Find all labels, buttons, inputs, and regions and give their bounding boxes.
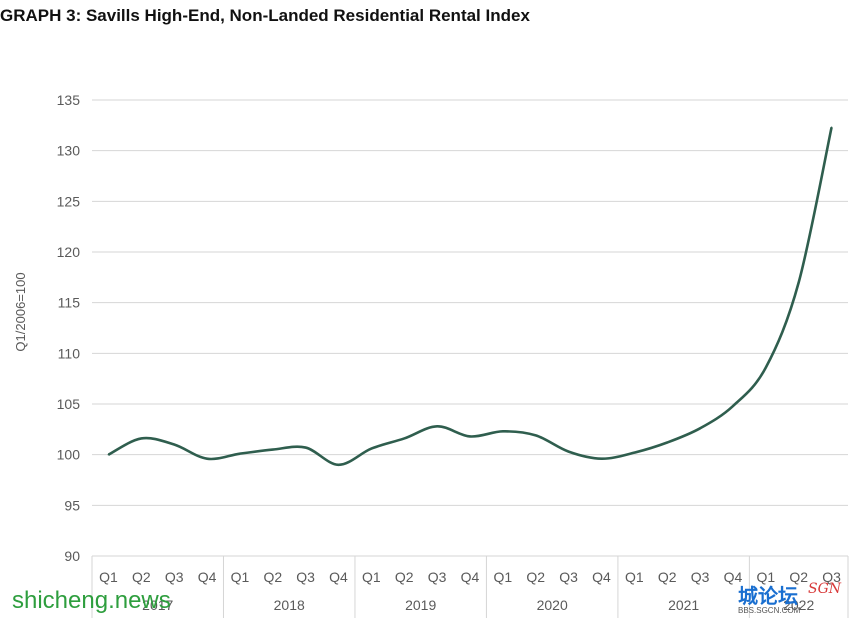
y-axis-tick-labels: 90 95 100 105 110 115 120 125 130 135 bbox=[57, 92, 81, 564]
y-tick-label: 90 bbox=[64, 548, 80, 564]
data-point bbox=[173, 443, 175, 446]
x-tick-label: Q2 bbox=[132, 569, 151, 585]
watermark-brand: 城论坛 bbox=[738, 584, 798, 608]
data-point bbox=[304, 446, 307, 449]
watermark-url: BBS.SGCN.COM bbox=[738, 606, 801, 615]
x-tick-label: Q1 bbox=[231, 569, 250, 585]
y-tick-label: 110 bbox=[58, 345, 81, 361]
x-tick-label: Q4 bbox=[724, 569, 743, 585]
watermark-left: shicheng.news bbox=[12, 587, 171, 614]
data-point bbox=[765, 366, 767, 369]
y-tick-label: 100 bbox=[57, 447, 81, 463]
x-tick-label: Q2 bbox=[395, 569, 414, 585]
data-point bbox=[797, 281, 800, 284]
data-point bbox=[699, 427, 701, 430]
data-point bbox=[732, 405, 734, 407]
series-group bbox=[107, 126, 833, 467]
data-point bbox=[830, 126, 833, 129]
data-point bbox=[206, 457, 208, 460]
data-point bbox=[271, 448, 274, 451]
y-axis-label: Q1/2006=100 bbox=[13, 272, 28, 351]
data-point bbox=[370, 447, 373, 450]
year-label: 2017 bbox=[142, 597, 173, 613]
x-tick-label: Q4 bbox=[592, 569, 611, 585]
watermarks: shicheng.news 城论坛 BBS.SGCN.COM SGN bbox=[12, 581, 842, 615]
x-tick-label: Q3 bbox=[165, 569, 184, 585]
x-tick-label: Q2 bbox=[789, 569, 808, 585]
year-label: 2019 bbox=[405, 597, 436, 613]
y-tick-label: 95 bbox=[64, 497, 80, 513]
y-tick-label: 135 bbox=[57, 92, 81, 108]
data-point bbox=[436, 425, 438, 428]
year-label: 2021 bbox=[668, 597, 699, 613]
gridlines bbox=[92, 99, 848, 557]
x-tick-label: Q1 bbox=[494, 569, 513, 585]
x-tick-label: Q3 bbox=[822, 569, 841, 585]
y-tick-label: 120 bbox=[57, 244, 81, 260]
year-label: 2022 bbox=[783, 597, 814, 613]
x-tick-label: Q3 bbox=[428, 569, 447, 585]
x-tick-label: Q3 bbox=[559, 569, 578, 585]
data-point bbox=[633, 451, 636, 454]
x-tick-label: Q3 bbox=[296, 569, 315, 585]
data-point bbox=[403, 437, 406, 440]
x-tick-label: Q2 bbox=[263, 569, 282, 585]
x-tick-label: Q1 bbox=[756, 569, 775, 585]
x-tick-label: Q4 bbox=[329, 569, 348, 585]
year-label: 2018 bbox=[274, 597, 305, 613]
data-point bbox=[107, 453, 110, 456]
x-axis: Q1 Q2 Q3 Q4 Q1 Q2 Q3 Q4 Q1 Q2 Q3 Q4 Q1 Q2 Q3 Q4 Q1 Q2 Q3 Q4… bbox=[91, 555, 849, 618]
y-tick-label: 130 bbox=[57, 143, 81, 159]
x-tick-label: Q4 bbox=[198, 569, 217, 585]
data-point bbox=[469, 435, 471, 438]
chart-title: GRAPH 3: Savills High-End, Non-Landed Re… bbox=[0, 6, 530, 25]
data-point bbox=[567, 450, 570, 453]
data-point bbox=[239, 452, 241, 455]
x-tick-label: Q1 bbox=[99, 569, 118, 585]
x-tick-label: Q3 bbox=[691, 569, 710, 585]
y-tick-label: 105 bbox=[57, 396, 81, 412]
watermark-tag: SGN bbox=[808, 581, 842, 597]
data-point bbox=[534, 434, 537, 437]
data-point bbox=[337, 464, 340, 466]
data-point bbox=[140, 437, 143, 440]
x-tick-label: Q1 bbox=[625, 569, 644, 585]
x-tick-label: Q2 bbox=[658, 569, 677, 585]
data-point bbox=[666, 441, 669, 444]
x-tick-label: Q1 bbox=[362, 569, 381, 585]
y-tick-label: 125 bbox=[57, 193, 81, 209]
year-label: 2020 bbox=[537, 597, 568, 613]
x-tick-label: Q2 bbox=[526, 569, 545, 585]
y-tick-label: 115 bbox=[58, 295, 81, 311]
x-tick-label: Q4 bbox=[461, 569, 480, 585]
series-line bbox=[107, 127, 833, 467]
data-point bbox=[600, 457, 603, 460]
data-point bbox=[502, 430, 504, 433]
